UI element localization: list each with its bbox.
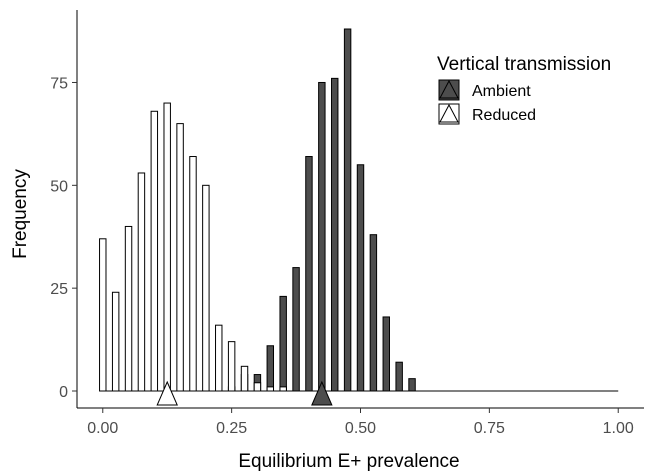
y-tick-label-0: 0 xyxy=(59,384,68,401)
y-axis-title: Frequency xyxy=(10,169,31,259)
legend-triangle-reduced xyxy=(439,103,459,123)
bar-ambient-23 xyxy=(395,361,403,392)
bar-reduced-13 xyxy=(266,386,275,392)
bar-ambient-18 xyxy=(331,77,339,392)
y-tick-label-3: 75 xyxy=(50,75,68,92)
legend-triangle-ambient xyxy=(439,79,459,99)
bar-reduced-9 xyxy=(215,324,223,392)
x-axis-title: Equilibrium E+ prevalence xyxy=(238,451,459,472)
bar-ambient-22 xyxy=(382,316,390,392)
x-tick-label-2: 0.50 xyxy=(345,420,376,437)
mean-marker-ambient xyxy=(311,380,333,406)
bar-reduced-7 xyxy=(189,156,197,392)
ticks-layer: 0.00 0.25 0.50 0.75 1.00 0 25 50 75 xyxy=(50,75,634,437)
bar-reduced-0 xyxy=(99,238,107,392)
x-tick-label-4: 1.00 xyxy=(603,420,634,437)
legend-item-reduced: Reduced xyxy=(438,103,536,125)
bar-ambient-19 xyxy=(343,28,352,392)
bar-reduced-10 xyxy=(227,341,236,392)
bar-ambient-24 xyxy=(408,378,416,392)
bar-reduced-14 xyxy=(279,386,287,392)
legend-item-ambient: Ambient xyxy=(438,79,531,101)
bar-reduced-1 xyxy=(111,291,120,392)
y-tick-label-2: 50 xyxy=(50,178,68,195)
bar-ambient-17 xyxy=(318,81,326,392)
bar-ambient-15 xyxy=(292,267,300,392)
bar-ambient-21 xyxy=(369,234,378,392)
mean-marker-layer xyxy=(156,380,333,406)
x-tick-label-3: 0.75 xyxy=(474,420,505,437)
bar-ambient-20 xyxy=(356,164,365,392)
legend-label-reduced: Reduced xyxy=(472,107,536,124)
bar-reduced-6 xyxy=(176,123,184,392)
bar-ambient-16 xyxy=(305,156,313,392)
bar-reduced-3 xyxy=(137,172,146,392)
bar-reduced-11 xyxy=(240,365,249,392)
mean-marker-reduced xyxy=(156,380,178,406)
legend: Vertical transmission Ambient Reduced xyxy=(437,54,611,125)
bar-reduced-8 xyxy=(202,184,210,392)
bar-ambient-14 xyxy=(279,295,287,392)
bar-ambient-13 xyxy=(266,345,275,392)
legend-title: Vertical transmission xyxy=(437,54,611,75)
bar-reduced-4 xyxy=(150,110,159,392)
bars-layer xyxy=(99,28,416,392)
bar-reduced-5 xyxy=(163,102,171,392)
x-tick-label-1: 0.25 xyxy=(216,420,247,437)
bar-reduced-2 xyxy=(124,225,133,392)
bar-reduced-12 xyxy=(253,382,262,392)
legend-label-ambient: Ambient xyxy=(472,83,531,100)
y-tick-label-1: 25 xyxy=(50,281,68,298)
x-tick-label-0: 0.00 xyxy=(87,420,118,437)
